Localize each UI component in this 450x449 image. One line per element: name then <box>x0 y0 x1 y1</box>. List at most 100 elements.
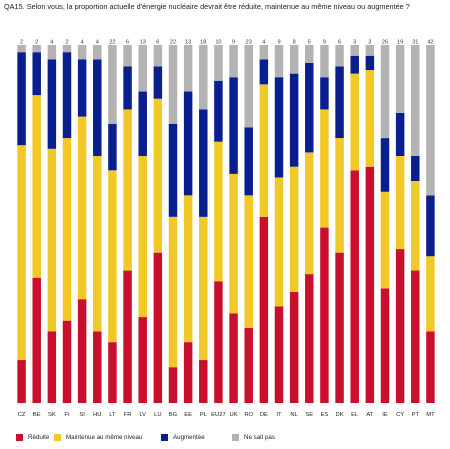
data-label-hu-3: 4 <box>96 40 99 46</box>
x-tick-label-se: SE <box>305 412 313 418</box>
bar-segment-si-2 <box>77 59 87 117</box>
data-label-nl-3: 8 <box>293 40 296 46</box>
data-label-bg-3: 22 <box>170 40 176 46</box>
x-tick-label-de: DE <box>260 412 268 418</box>
bar-segment-it-3 <box>274 45 284 78</box>
bar-segment-si-1 <box>77 116 87 300</box>
bar-segment-bg-1 <box>168 216 178 368</box>
legend: Réduite Maintenue au même niveau Augmentée… <box>16 431 436 445</box>
bar-segment-se-2 <box>305 62 314 153</box>
data-label-uk-3: 9 <box>232 40 235 46</box>
data-label-mt-3: 42 <box>427 40 433 46</box>
bar-segment-be-1 <box>32 95 41 278</box>
x-tick-label-nl: NL <box>290 412 298 418</box>
data-label-fr-3: 6 <box>126 40 129 46</box>
x-tick-label-uk: UK <box>230 412 238 418</box>
bar-segment-bg-0 <box>168 367 178 403</box>
bar-segment-ie-0 <box>380 288 390 403</box>
bar-segment-dk-0 <box>335 252 344 403</box>
bar-segment-lu-1 <box>153 98 163 253</box>
bar-segment-lt-0 <box>108 342 117 403</box>
bar-segment-si-0 <box>77 299 87 403</box>
bar-segment-fi-0 <box>62 320 72 403</box>
bar-segment-es-1 <box>320 109 329 228</box>
bar-segment-hu-2 <box>93 59 102 156</box>
bar-segment-lt-2 <box>108 123 117 171</box>
bar-segment-mt-3 <box>426 45 435 196</box>
bar-segment-fr-2 <box>123 66 132 110</box>
bar-segment-fi-1 <box>62 138 72 321</box>
bar-segment-cz-1 <box>17 145 26 361</box>
bar-segment-hu-3 <box>93 45 102 60</box>
chart-title: QA15. Selon vous, la proportion actuelle… <box>4 2 410 11</box>
x-tick-label-pt: PT <box>412 412 420 418</box>
bar-segment-de-2 <box>259 59 269 85</box>
data-label-it-3: 9 <box>277 40 280 46</box>
x-tick-label-eu27: EU27 <box>211 412 226 418</box>
bar-segment-nl-0 <box>289 292 299 403</box>
legend-item-0: Réduite <box>16 431 49 443</box>
bar-segment-sk-2 <box>47 59 57 149</box>
data-label-sk-3: 4 <box>50 40 53 46</box>
x-tick-label-si: SI <box>79 412 85 418</box>
bar-segment-sk-3 <box>47 45 57 60</box>
bar-segment-pt-0 <box>411 270 420 403</box>
data-label-lv-3: 13 <box>140 40 146 46</box>
bar-segment-ie-2 <box>380 138 390 192</box>
bar-segment-dk-1 <box>335 138 344 253</box>
bar-segment-de-0 <box>259 216 269 403</box>
bar-segment-es-0 <box>320 227 329 403</box>
bar-segment-hu-1 <box>93 155 102 332</box>
bar-segment-bg-3 <box>168 45 178 124</box>
x-tick-label-lu: LU <box>154 412 161 418</box>
bar-segment-ro-0 <box>244 327 253 403</box>
x-tick-label-dk: DK <box>336 412 344 418</box>
bar-segment-mt-0 <box>426 331 435 403</box>
bar-segment-at-0 <box>365 166 375 403</box>
x-tick-label-cz: CZ <box>18 412 26 418</box>
bar-segment-sk-0 <box>47 331 57 403</box>
data-label-ro-3: 23 <box>246 40 252 46</box>
bar-segment-fi-3 <box>62 45 72 53</box>
legend-swatch <box>16 433 23 441</box>
legend-swatch <box>54 433 61 441</box>
x-tick-label-es: ES <box>321 412 329 418</box>
legend-label: Réduite <box>28 433 50 441</box>
bar-segment-at-1 <box>365 70 375 167</box>
data-label-se-3: 5 <box>308 40 311 46</box>
x-tick-label-fr: FR <box>124 412 132 418</box>
bar-segment-be-0 <box>32 277 41 403</box>
bar-segment-nl-2 <box>289 73 299 167</box>
bar-segment-pl-1 <box>199 216 208 361</box>
bar-segment-fr-3 <box>123 45 132 67</box>
legend-swatch <box>232 433 239 441</box>
bar-segment-lv-0 <box>138 317 147 403</box>
data-label-de-3: 4 <box>262 40 265 46</box>
data-label-es-3: 9 <box>323 40 326 46</box>
x-tick-label-at: AT <box>366 412 373 418</box>
legend-item-2: Augmentée <box>161 431 205 443</box>
bar-segment-lt-1 <box>108 170 117 343</box>
x-tick-label-hu: HU <box>93 412 101 418</box>
bar-segment-uk-2 <box>229 77 238 174</box>
legend-label: Augmentée <box>173 433 205 441</box>
bar-segment-ie-3 <box>380 45 390 139</box>
bar-segment-ee-0 <box>183 342 193 403</box>
x-tick-label-be: BE <box>33 412 41 418</box>
bar-segment-lu-3 <box>153 45 163 67</box>
bar-segment-cz-2 <box>17 52 26 146</box>
bar-segment-lv-1 <box>138 155 147 318</box>
bar-segment-pl-3 <box>199 45 208 110</box>
x-tick-label-cy: CY <box>396 412 404 418</box>
bar-segment-de-1 <box>259 84 269 217</box>
bar-segment-cz-0 <box>17 360 26 403</box>
bar-segment-dk-2 <box>335 66 344 139</box>
bar-segment-it-1 <box>274 177 284 307</box>
bar-segment-ee-2 <box>183 91 193 196</box>
bar-segment-at-2 <box>365 55 375 71</box>
bar-segment-bg-2 <box>168 123 178 217</box>
bar-segment-ro-2 <box>244 127 253 196</box>
data-label-at-3: 3 <box>368 40 371 46</box>
bar-segment-el-0 <box>350 170 359 403</box>
bar-segment-lt-3 <box>108 45 117 124</box>
